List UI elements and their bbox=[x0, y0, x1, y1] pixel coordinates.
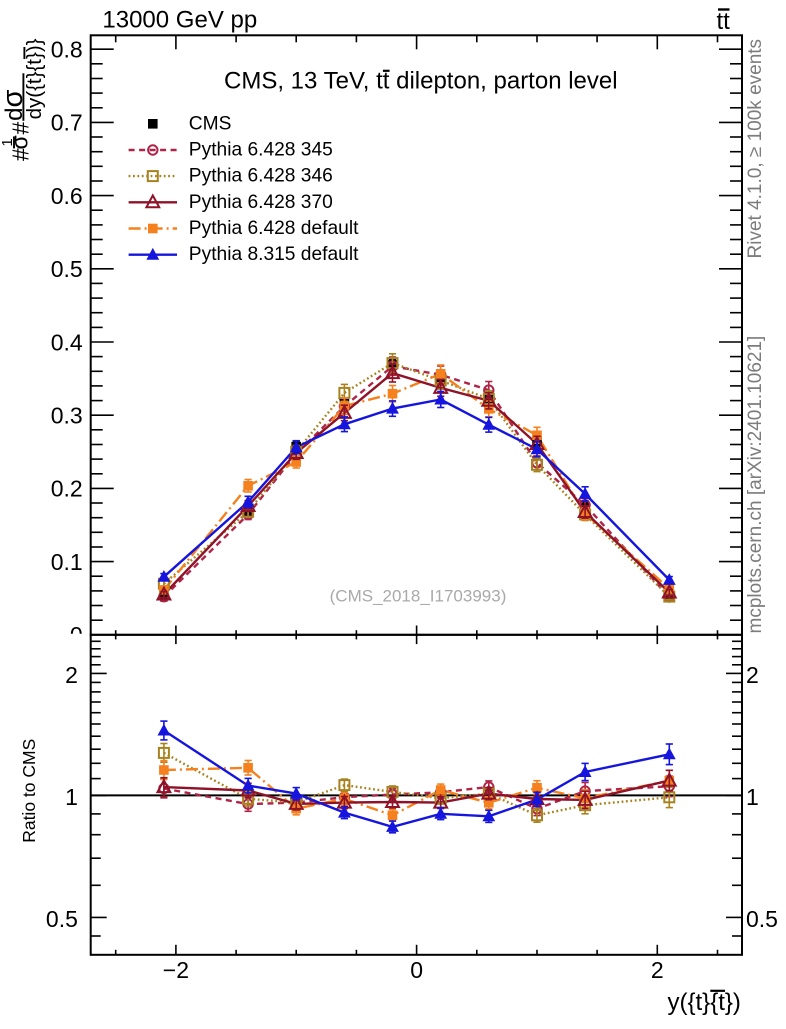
svg-text:Pythia 8.315 default: Pythia 8.315 default bbox=[189, 244, 359, 265]
svg-text:0.7: 0.7 bbox=[51, 110, 83, 136]
svg-text:0.5: 0.5 bbox=[46, 906, 78, 932]
svg-text:Pythia 6.428 345: Pythia 6.428 345 bbox=[189, 140, 333, 161]
svg-text:0: 0 bbox=[70, 622, 83, 648]
svg-text:1: 1 bbox=[65, 784, 78, 810]
svg-text:−2: −2 bbox=[163, 957, 189, 983]
svg-text:#: # bbox=[8, 122, 34, 135]
svg-text:0.5: 0.5 bbox=[746, 906, 778, 932]
svg-text:CMS: CMS bbox=[189, 113, 232, 134]
svg-text:0.1: 0.1 bbox=[51, 549, 83, 575]
svg-text:σ: σ bbox=[0, 90, 29, 108]
svg-text:2: 2 bbox=[651, 957, 664, 983]
svg-text:Pythia 6.428 346: Pythia 6.428 346 bbox=[189, 166, 333, 187]
svg-text:dy({t}{t})}: dy({t}{t})} bbox=[23, 38, 46, 119]
svg-text:Pythia 6.428 default: Pythia 6.428 default bbox=[189, 218, 359, 239]
svg-text:d: d bbox=[1, 107, 28, 120]
svg-text:1: 1 bbox=[0, 138, 16, 146]
svg-text:0.2: 0.2 bbox=[51, 476, 83, 502]
svg-text:Ratio to CMS: Ratio to CMS bbox=[19, 739, 39, 843]
svg-text:#: # bbox=[8, 148, 34, 161]
svg-text:Rivet 4.1.0, ≥ 100k events: Rivet 4.1.0, ≥ 100k events bbox=[745, 39, 766, 259]
svg-text:mcplots.cern.ch [arXiv:2401.10: mcplots.cern.ch [arXiv:2401.10621] bbox=[745, 336, 766, 634]
svg-text:0.8: 0.8 bbox=[51, 37, 83, 63]
svg-text:2: 2 bbox=[65, 662, 78, 688]
svg-text:(CMS_2018_I1703993): (CMS_2018_I1703993) bbox=[330, 587, 507, 606]
svg-text:1: 1 bbox=[746, 784, 759, 810]
svg-text:CMS, 13 TeV, tt dilepton, part: CMS, 13 TeV, tt dilepton, parton level bbox=[224, 68, 618, 95]
svg-text:2: 2 bbox=[746, 662, 759, 688]
svg-text:0.6: 0.6 bbox=[51, 183, 83, 209]
svg-text:0.4: 0.4 bbox=[51, 329, 83, 355]
svg-text:0.3: 0.3 bbox=[51, 403, 83, 429]
svg-text:Pythia 6.428 370: Pythia 6.428 370 bbox=[189, 192, 333, 213]
svg-text:0: 0 bbox=[410, 957, 423, 983]
svg-text:y({t}{t}): y({t}{t}) bbox=[668, 989, 741, 1016]
svg-text:σ: σ bbox=[6, 135, 32, 149]
svg-text:13000 GeV pp: 13000 GeV pp bbox=[102, 7, 257, 34]
svg-text:0.5: 0.5 bbox=[51, 256, 83, 282]
svg-text:tt: tt bbox=[717, 8, 731, 35]
